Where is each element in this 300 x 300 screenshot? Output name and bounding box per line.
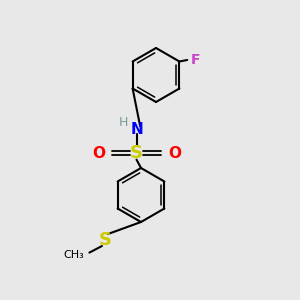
Text: CH₃: CH₃ (63, 250, 84, 260)
Text: F: F (191, 53, 200, 67)
Text: N: N (130, 122, 143, 136)
Text: O: O (168, 146, 181, 160)
Text: O: O (92, 146, 105, 160)
Text: S: S (98, 231, 112, 249)
Text: H: H (119, 116, 129, 129)
Text: S: S (130, 144, 143, 162)
